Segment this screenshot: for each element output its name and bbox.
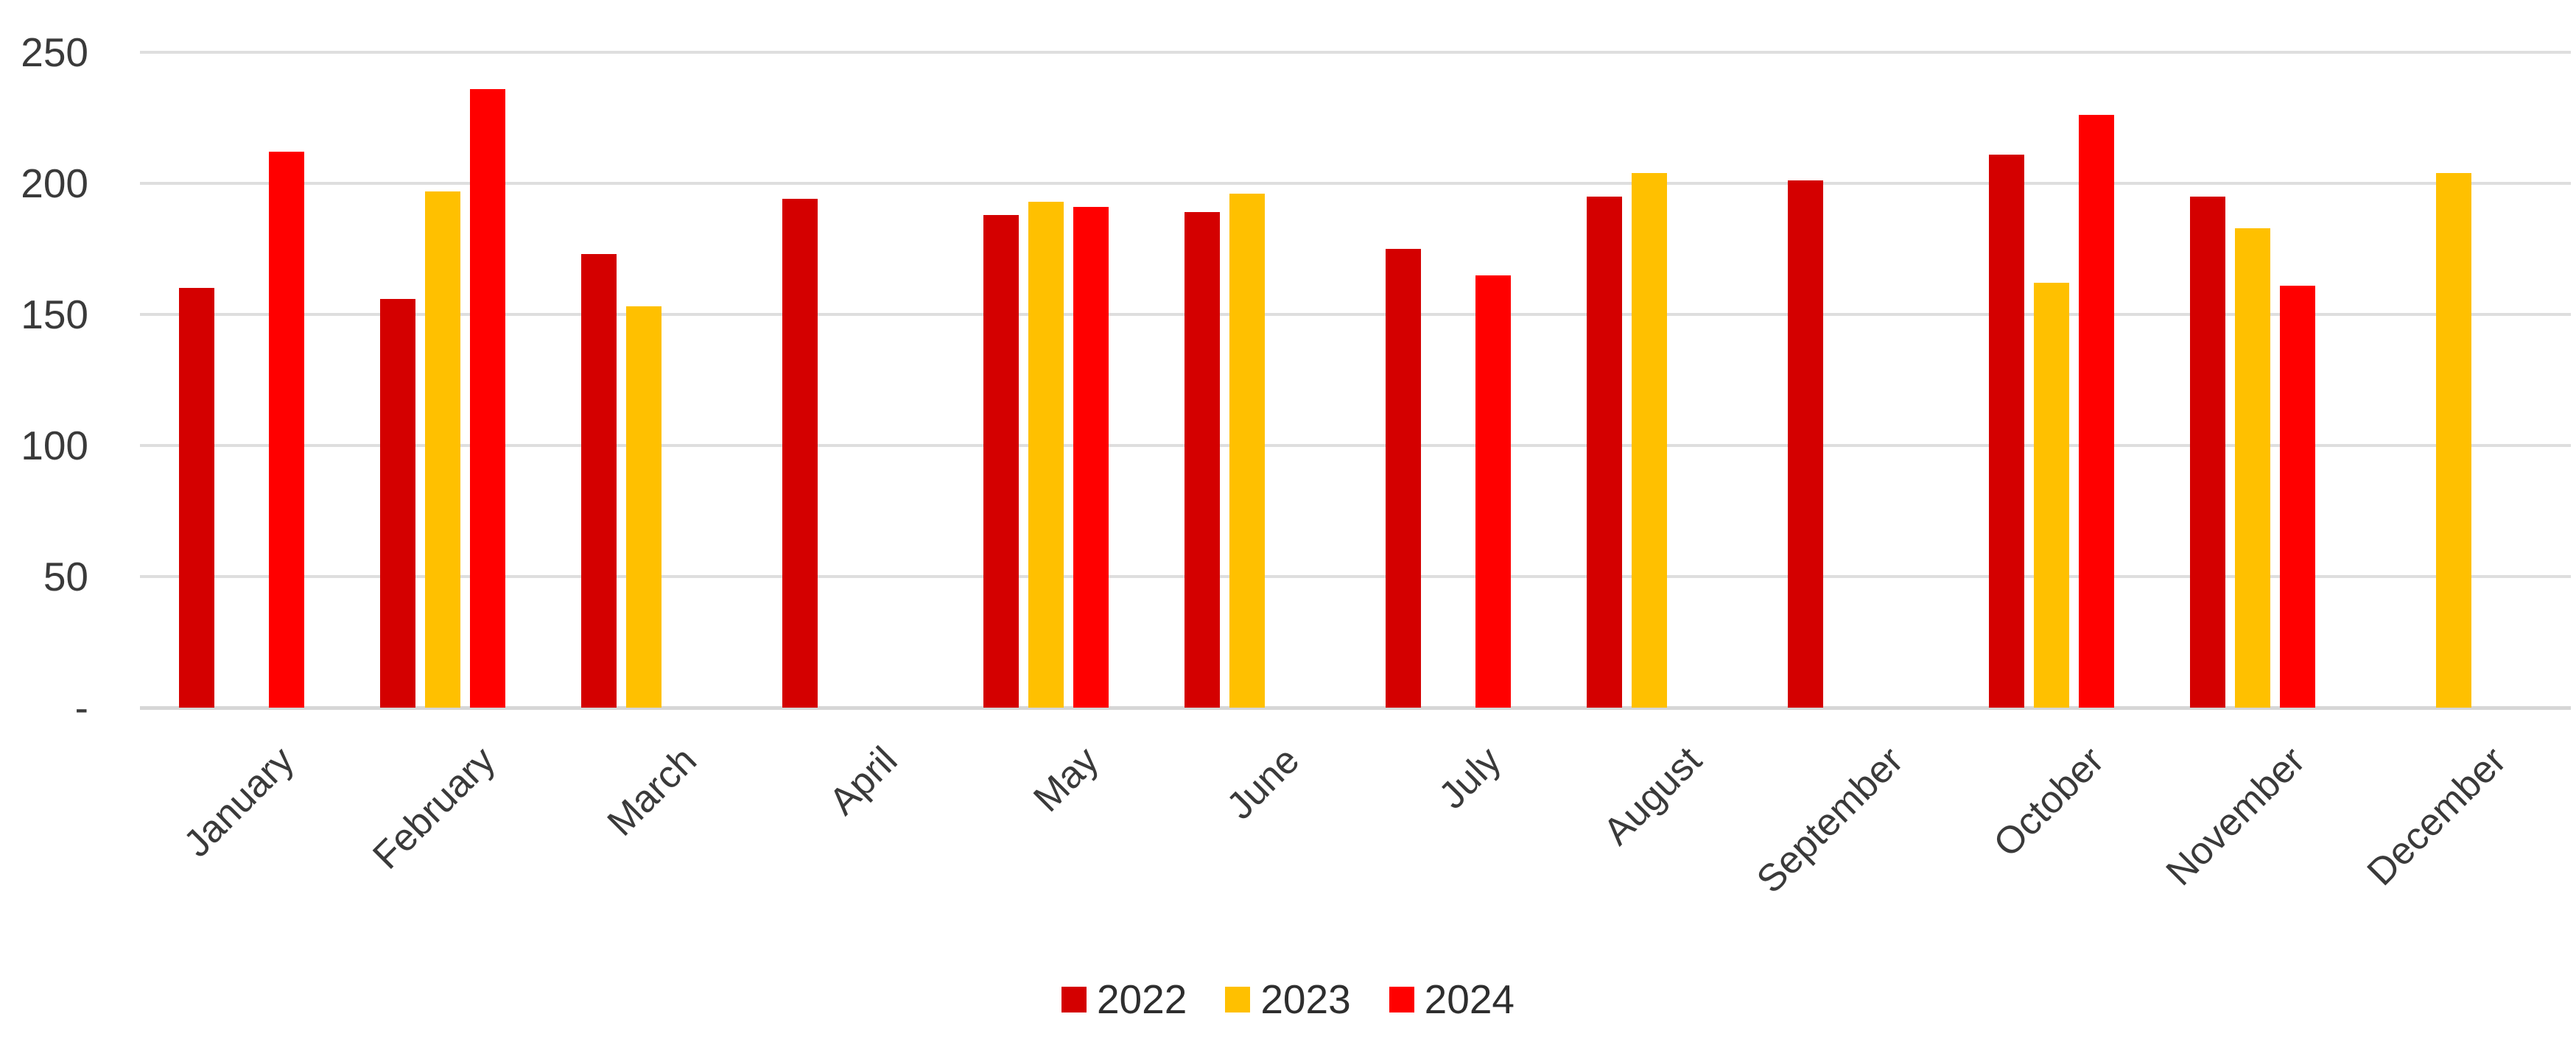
bar-november-2022 xyxy=(2190,196,2225,708)
legend-swatch-2022 xyxy=(1061,987,1087,1012)
y-tick-label-250: 250 xyxy=(21,29,88,75)
legend: 2022 2023 2024 xyxy=(0,979,2576,1020)
bar-october-2023 xyxy=(2034,283,2069,708)
bar-january-2024 xyxy=(269,152,304,708)
bar-november-2024 xyxy=(2280,285,2315,708)
bar-december-2023 xyxy=(2436,172,2471,708)
x-axis-label-december: December xyxy=(2359,739,2515,895)
bar-may-2024 xyxy=(1073,207,1109,708)
bar-september-2022 xyxy=(1788,180,1823,708)
gridline-100 xyxy=(140,444,2571,447)
x-axis-label-april: April xyxy=(821,739,906,823)
bar-june-2022 xyxy=(1185,212,1220,708)
bar-july-2024 xyxy=(1475,275,1511,708)
x-axis-label-october: October xyxy=(1985,739,2113,866)
x-axis-label-june: June xyxy=(1218,739,1308,828)
gridline-150 xyxy=(140,313,2571,316)
y-tick-label-0: - xyxy=(74,685,88,730)
legend-label-2024: 2024 xyxy=(1424,976,1515,1022)
bar-may-2023 xyxy=(1028,201,1064,708)
gridline-200 xyxy=(140,182,2571,185)
y-tick-label-100: 100 xyxy=(21,423,88,468)
legend-swatch-2024 xyxy=(1389,987,1414,1012)
x-axis-label-august: August xyxy=(1595,739,1710,853)
bar-january-2022 xyxy=(179,288,214,708)
y-tick-label-150: 150 xyxy=(21,292,88,337)
legend-item-2024: 2024 xyxy=(1389,979,1515,1020)
bar-february-2023 xyxy=(425,191,460,708)
legend-label-2023: 2023 xyxy=(1260,976,1351,1022)
bar-march-2022 xyxy=(581,254,617,708)
y-tick-label-50: 50 xyxy=(43,554,88,599)
x-axis-label-january: January xyxy=(175,739,303,866)
x-axis-label-february: February xyxy=(365,739,504,878)
x-axis-label-september: September xyxy=(1748,739,1912,902)
gridline-50 xyxy=(140,575,2571,578)
bar-august-2023 xyxy=(1632,172,1667,708)
bar-october-2024 xyxy=(2079,115,2114,708)
bar-august-2022 xyxy=(1587,196,1622,708)
legend-swatch-2023 xyxy=(1225,987,1251,1012)
x-axis-label-may: May xyxy=(1025,739,1107,820)
legend-item-2022: 2022 xyxy=(1061,979,1187,1020)
legend-label-2022: 2022 xyxy=(1096,976,1187,1022)
x-axis-label-november: November xyxy=(2158,739,2314,895)
bar-february-2024 xyxy=(470,88,505,708)
bar-february-2022 xyxy=(380,298,415,708)
legend-item-2023: 2023 xyxy=(1225,976,1351,1022)
gridline-250 xyxy=(140,51,2571,54)
bar-july-2022 xyxy=(1386,249,1421,708)
x-axis-line xyxy=(140,706,2571,710)
x-axis-label-july: July xyxy=(1431,739,1509,817)
x-axis-label-march: March xyxy=(599,739,705,845)
bar-october-2022 xyxy=(1989,154,2024,708)
y-tick-label-200: 200 xyxy=(21,161,88,206)
bar-april-2022 xyxy=(782,199,818,708)
bar-may-2022 xyxy=(983,214,1019,708)
bar-november-2023 xyxy=(2235,228,2270,708)
bar-march-2023 xyxy=(626,306,661,708)
bar-june-2023 xyxy=(1229,194,1265,708)
